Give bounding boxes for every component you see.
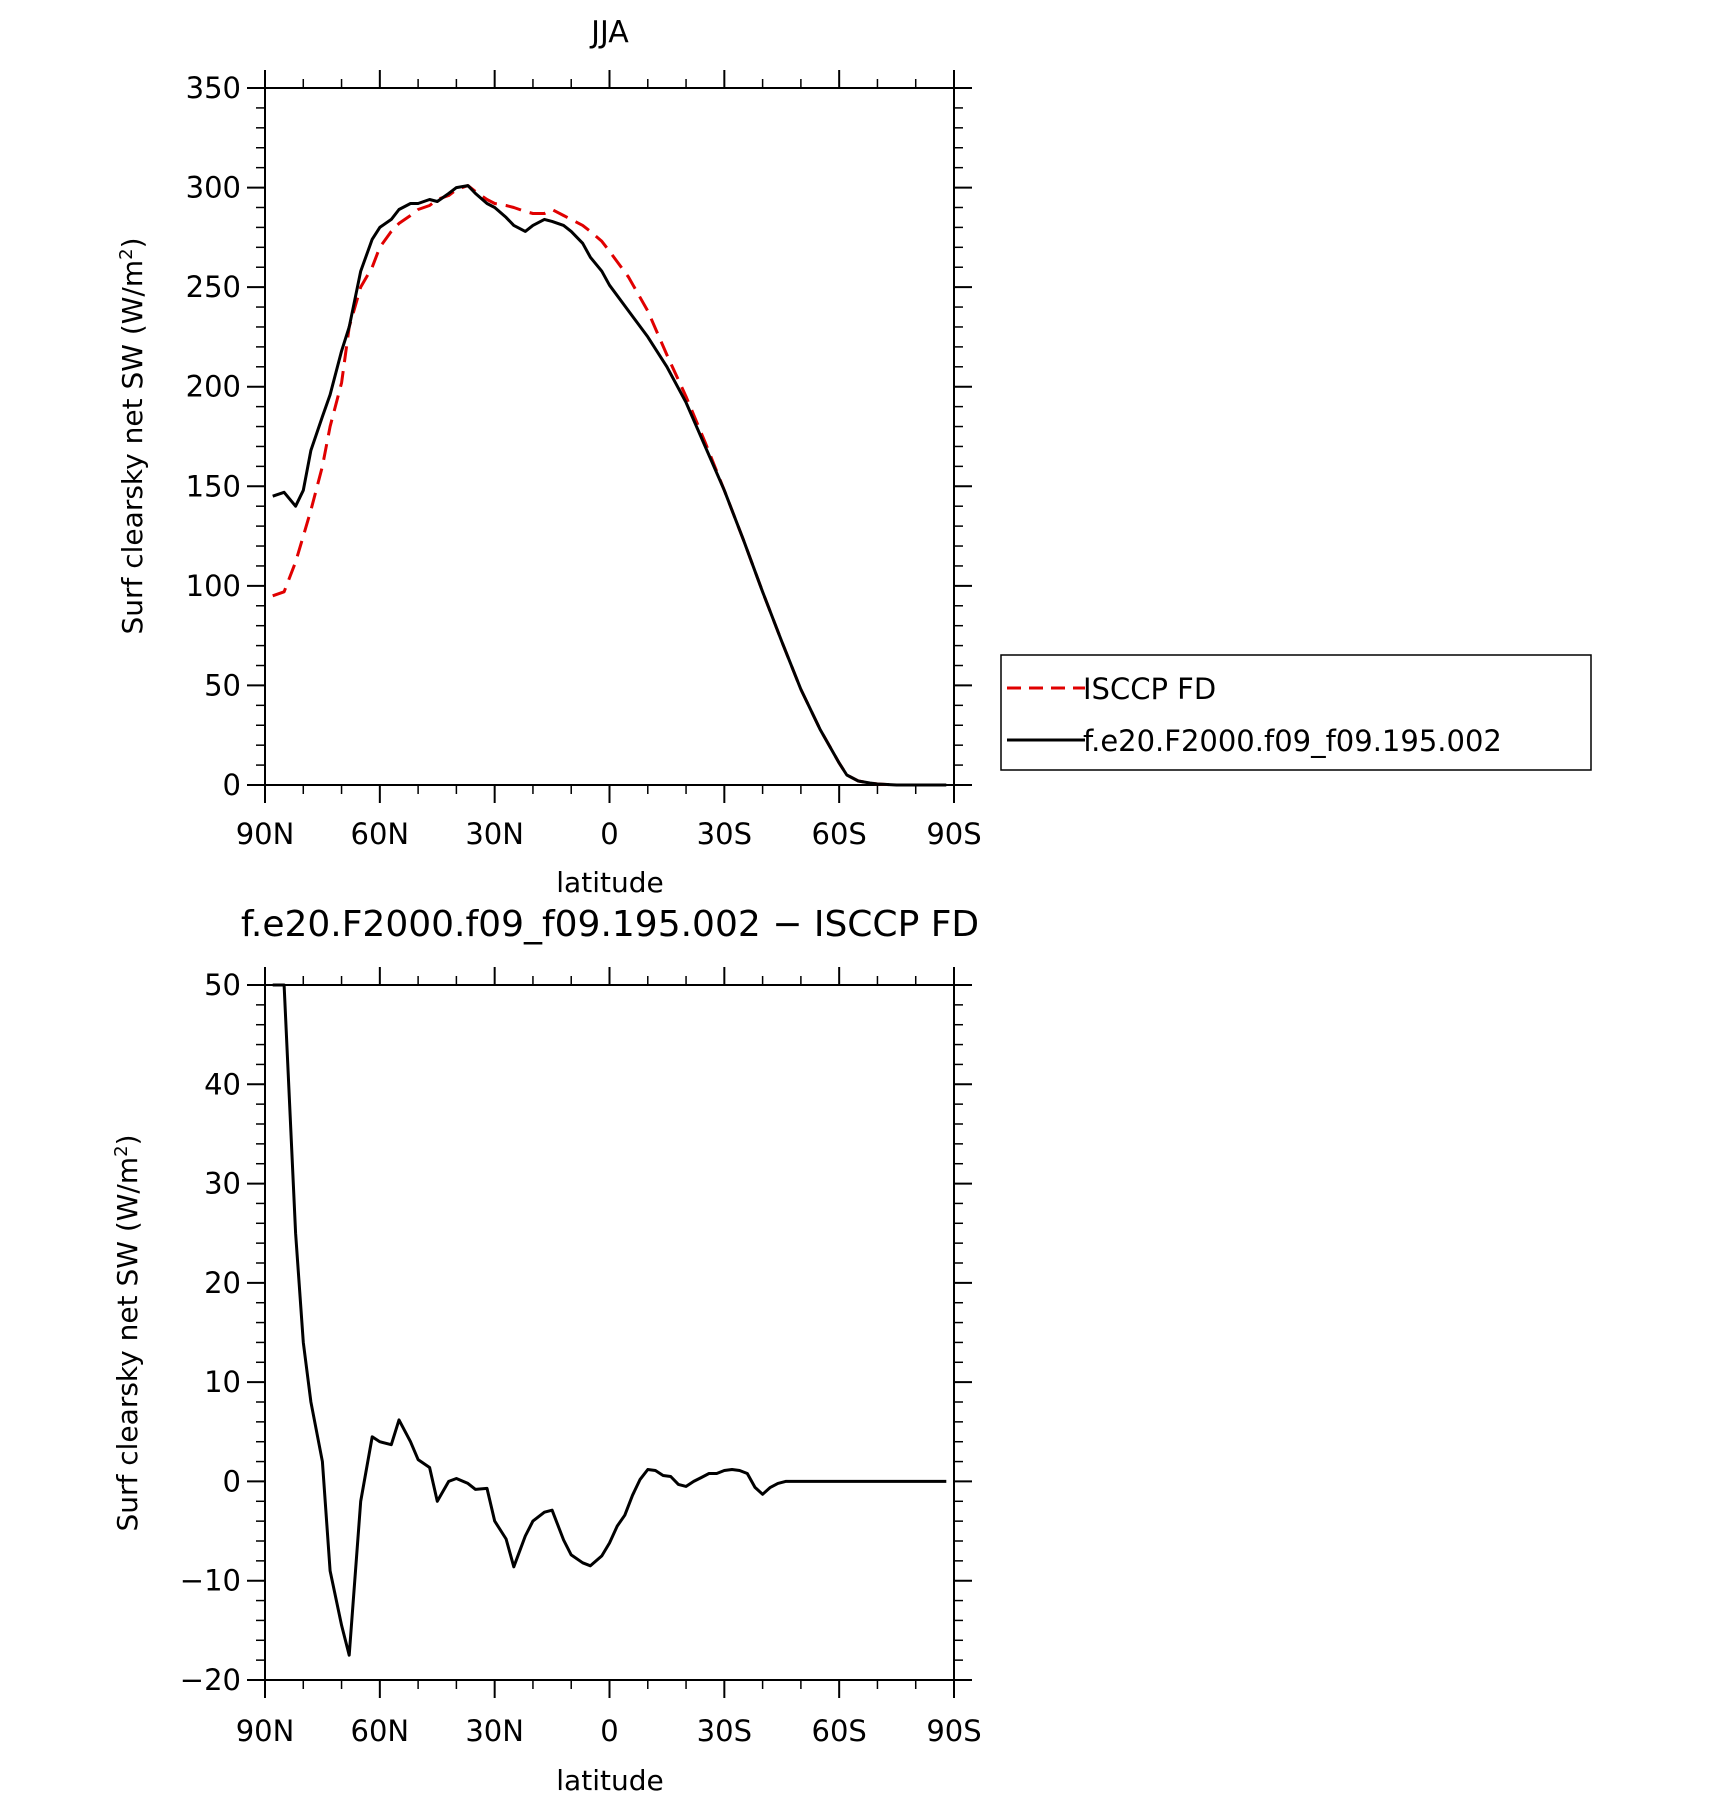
top-y-tick-label: 200 <box>186 370 241 404</box>
top-y-axis-label: Surf clearsky net SW (W/m2) <box>116 237 149 634</box>
top-y-tick-label: 350 <box>186 71 241 105</box>
top-y-tick-label: 250 <box>186 270 241 304</box>
bottom-y-tick-label: 10 <box>204 1365 241 1399</box>
bottom-y-tick-label: 50 <box>204 968 241 1002</box>
bottom-series-line-model <box>272 983 947 1657</box>
top-x-tick-label: 30S <box>697 817 752 851</box>
top-chart-title: JJA <box>589 15 629 50</box>
top-x-tick-label: 30N <box>465 817 524 851</box>
top-y-label-main: Surf clearsky net SW (W/m <box>116 260 149 635</box>
top-y-tick-label: 100 <box>186 569 241 603</box>
bottom-x-tick-label: 0 <box>600 1714 618 1748</box>
bottom-x-ticks: 90N 60N 30N 0 30S 60S 90S <box>236 967 982 1748</box>
top-y-tick-label: 300 <box>186 171 241 205</box>
top-y-tick-label: 50 <box>204 668 241 702</box>
bottom-y-ticks: −20 −10 0 10 20 30 40 50 <box>180 968 972 1697</box>
bottom-plot-frame <box>264 984 955 1681</box>
bottom-chart-title: f.e20.F2000.f09_f09.195.002 − ISCCP FD <box>241 904 979 945</box>
bottom-y-tick-label: −20 <box>180 1663 241 1697</box>
bottom-x-tick-label: 60N <box>351 1714 410 1748</box>
bottom-y-axis-label: Surf clearsky net SW (W/m2) <box>111 1134 144 1531</box>
top-y-label-close: ) <box>116 237 149 248</box>
bottom-y-label-close: ) <box>111 1134 144 1145</box>
legend-frame <box>1000 654 1592 771</box>
legend-label-model: f.e20.F2000.f09_f09.195.002 <box>1083 724 1502 758</box>
top-x-tick-label: 90S <box>926 817 981 851</box>
bottom-x-axis-label: latitude <box>556 1764 663 1797</box>
bottom-y-tick-label: 40 <box>204 1067 241 1101</box>
top-y-tick-label: 150 <box>186 469 241 503</box>
top-y-ticks: 0 50 100 150 200 250 300 350 <box>186 71 972 802</box>
top-x-axis-label: latitude <box>556 866 663 899</box>
bottom-x-tick-label: 30N <box>465 1714 524 1748</box>
legend-label-isccp: ISCCP FD <box>1083 672 1216 706</box>
top-x-tick-label: 60S <box>812 817 867 851</box>
top-series-line-model <box>272 184 947 787</box>
top-x-ticks: 90N 60N 30N 0 30S 60S 90S <box>236 70 982 851</box>
bottom-x-tick-label: 60S <box>812 1714 867 1748</box>
top-legend: ISCCP FD f.e20.F2000.f09_f09.195.002 <box>1000 654 1592 771</box>
bottom-y-label-sup: 2 <box>111 1145 132 1156</box>
top-x-tick-label: 60N <box>351 817 410 851</box>
top-y-tick-label: 0 <box>223 768 241 802</box>
top-plot-frame <box>264 87 955 786</box>
bottom-y-tick-label: 20 <box>204 1266 241 1300</box>
bottom-x-tick-label: 90N <box>236 1714 295 1748</box>
bottom-series <box>272 983 947 1657</box>
top-series-line-isccp <box>272 184 947 787</box>
bottom-panel: f.e20.F2000.f09_f09.195.002 − ISCCP FD 9… <box>111 904 982 1797</box>
bottom-y-tick-label: −10 <box>180 1564 241 1598</box>
top-panel: JJA 90N 60N 30N 0 30S 60S 90S 0 50 100 150 200 250 3… <box>116 15 1592 899</box>
bottom-y-label-main: Surf clearsky net SW (W/m <box>111 1157 144 1532</box>
top-x-tick-label: 90N <box>236 817 295 851</box>
bottom-x-tick-label: 30S <box>697 1714 752 1748</box>
top-series <box>272 184 947 787</box>
bottom-y-tick-label: 30 <box>204 1167 241 1201</box>
top-y-label-sup: 2 <box>116 248 137 259</box>
top-x-tick-label: 0 <box>600 817 618 851</box>
bottom-x-tick-label: 90S <box>926 1714 981 1748</box>
bottom-y-tick-label: 0 <box>223 1464 241 1498</box>
